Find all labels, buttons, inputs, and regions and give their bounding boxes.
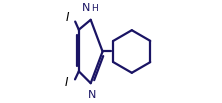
Text: I: I — [65, 76, 69, 90]
Text: H: H — [91, 4, 98, 13]
Text: N: N — [87, 90, 96, 100]
Text: N: N — [82, 3, 90, 13]
Text: I: I — [65, 11, 69, 24]
